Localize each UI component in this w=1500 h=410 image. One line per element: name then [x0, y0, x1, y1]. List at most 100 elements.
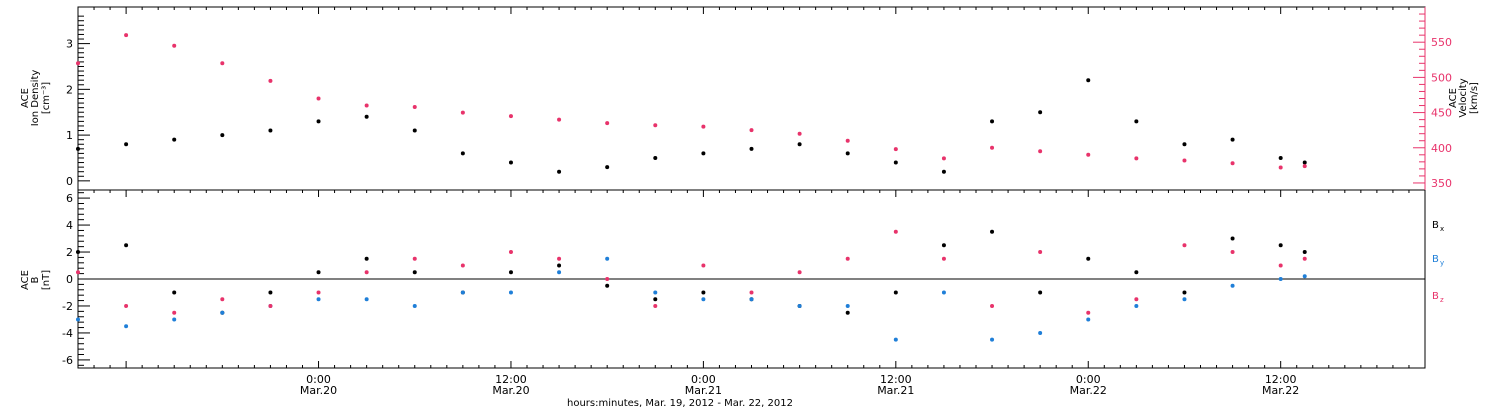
bz-point	[268, 303, 273, 308]
velocity-point	[1182, 158, 1187, 163]
by-point	[1278, 277, 1283, 281]
velocity-point	[508, 114, 513, 119]
bz-point	[701, 263, 706, 268]
velocity-point	[845, 138, 850, 143]
by-point	[508, 290, 513, 295]
density-point	[316, 119, 321, 124]
bottom-ylabel-line2: B	[30, 276, 41, 283]
x-tick-label-date: Mar.20	[492, 384, 529, 397]
bx-point	[508, 270, 513, 275]
by-point	[364, 297, 369, 302]
density-point	[172, 137, 177, 142]
density-point	[76, 146, 80, 151]
legend-bx: B x	[1432, 220, 1444, 233]
bx-point	[1230, 236, 1235, 241]
bz-point	[508, 250, 513, 255]
b-ytick-label: 6	[66, 192, 73, 205]
top-right-ylabel-line1: ACE	[1448, 88, 1459, 108]
density-point	[508, 160, 513, 165]
density-point	[893, 160, 898, 165]
bx-point	[990, 229, 995, 234]
legend-bz: B z	[1432, 291, 1444, 304]
bx-point	[653, 297, 658, 302]
bz-point	[893, 229, 898, 234]
density-point	[1134, 119, 1139, 124]
top-right-ylabel-line2: Velocity	[1458, 78, 1469, 117]
density-point	[653, 155, 658, 160]
x-tick-label-time: 12:00	[880, 373, 912, 386]
legend-bx-label: B	[1432, 220, 1439, 231]
by-point	[749, 297, 754, 302]
by-point	[845, 303, 850, 308]
by-point	[172, 317, 177, 322]
velocity-ytick-label: 500	[1431, 71, 1452, 84]
density-point	[990, 119, 995, 124]
legend-by-sub: y	[1440, 259, 1444, 267]
density-point	[605, 165, 610, 170]
bz-point	[797, 270, 802, 275]
bz-point	[124, 303, 129, 308]
x-tick-label-time: 12:00	[1265, 373, 1297, 386]
density-point	[941, 169, 946, 174]
velocity-point	[797, 131, 802, 136]
velocity-point	[1038, 149, 1043, 154]
legend-bx-sub: x	[1440, 225, 1444, 233]
velocity-point	[364, 103, 369, 108]
b-ytick-label: 2	[66, 246, 73, 259]
x-tick-label-time: 0:00	[691, 373, 716, 386]
x-tick-label-date: Mar.22	[1262, 384, 1299, 397]
x-tick-label-date: Mar.22	[1070, 384, 1107, 397]
by-point	[653, 290, 658, 295]
velocity-point	[76, 61, 80, 66]
bx-point	[412, 270, 417, 275]
density-point	[364, 114, 369, 119]
bz-point	[1182, 243, 1187, 248]
density-ytick-label: 0	[66, 175, 73, 188]
x-tick-label-date: Mar.20	[300, 384, 337, 397]
bz-point	[1302, 256, 1307, 261]
bz-point	[1278, 263, 1283, 268]
by-point	[1134, 303, 1139, 308]
velocity-point	[605, 121, 610, 126]
legend-by-label: B	[1432, 254, 1439, 265]
velocity-point	[124, 33, 129, 38]
density-point	[1302, 160, 1307, 165]
bx-point	[1134, 270, 1139, 275]
velocity-point	[268, 78, 273, 83]
top-left-ylabel-line3: [cm⁻³]	[41, 82, 52, 114]
by-point	[316, 297, 321, 302]
by-point	[460, 290, 465, 295]
density-point	[1038, 110, 1043, 115]
b-ytick-label: -6	[62, 354, 73, 367]
legend-bz-label: B	[1432, 291, 1439, 302]
by-point	[990, 337, 995, 342]
bx-point	[172, 290, 177, 295]
by-point	[1038, 330, 1043, 335]
bx-point	[124, 243, 129, 248]
by-point	[76, 317, 80, 322]
velocity-point	[460, 110, 465, 115]
bx-point	[941, 243, 946, 248]
bx-point	[557, 263, 562, 268]
bz-point	[364, 270, 369, 275]
by-point	[1086, 317, 1091, 322]
velocity-point	[941, 156, 946, 161]
density-point	[220, 133, 225, 138]
top-panel-frame	[77, 6, 1426, 191]
bz-point	[460, 263, 465, 268]
velocity-point	[1134, 156, 1139, 161]
velocity-point	[557, 117, 562, 122]
by-point	[605, 256, 610, 261]
by-point	[220, 310, 225, 315]
x-tick-label-time: 12:00	[495, 373, 527, 386]
velocity-point	[990, 145, 995, 150]
b-ytick-label: -2	[62, 300, 73, 313]
density-point	[124, 142, 129, 147]
bz-point	[172, 310, 177, 315]
velocity-ytick-label: 450	[1431, 107, 1452, 120]
b-ytick-label: -4	[62, 327, 73, 340]
density-ytick-label: 2	[66, 83, 73, 96]
bx-point	[76, 250, 80, 255]
density-point	[1230, 137, 1235, 142]
bz-point	[845, 256, 850, 261]
